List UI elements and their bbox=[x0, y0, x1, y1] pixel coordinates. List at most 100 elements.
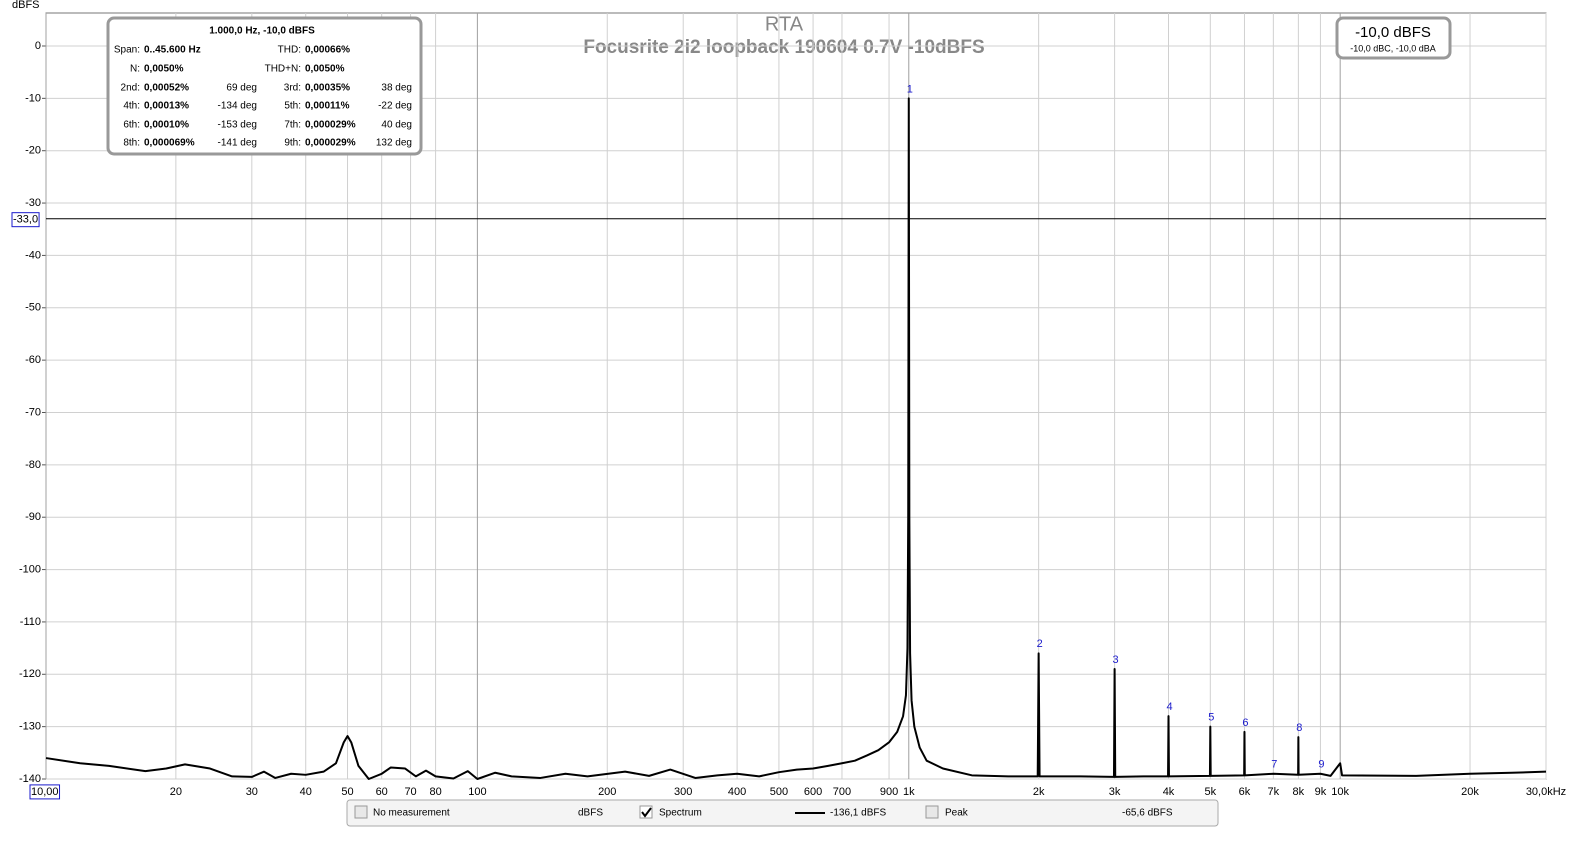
info-cell: -134 deg bbox=[218, 101, 257, 112]
info-cell: 0,00013% bbox=[144, 101, 189, 112]
x-tick-label: 700 bbox=[833, 786, 851, 798]
legend-bar bbox=[346, 799, 1219, 827]
info-cell: 0,00035% bbox=[305, 83, 350, 94]
y-tick-label: -70 bbox=[25, 406, 41, 418]
x-tick-label: 10k bbox=[1331, 786, 1349, 798]
x-tick-label: 7k bbox=[1268, 786, 1280, 798]
info-cell: N: bbox=[130, 64, 140, 75]
x-tick-label: 5k bbox=[1204, 786, 1216, 798]
harmonic-label: 2 bbox=[1037, 638, 1043, 650]
x-tick-label: 50 bbox=[341, 786, 353, 798]
x-tick-label: 900 bbox=[880, 786, 898, 798]
spectrum-checkbox[interactable] bbox=[639, 805, 653, 819]
peak-label: Peak bbox=[945, 808, 969, 819]
y-tick-label: -50 bbox=[25, 302, 41, 314]
legend-entry: Spectrum bbox=[659, 808, 702, 819]
x-tick-label: 100 bbox=[468, 786, 486, 798]
x-tick-label: 600 bbox=[804, 786, 822, 798]
chart-subtitle: Focusrite 2i2 loopback 190604 0.7V -10dB… bbox=[583, 37, 984, 58]
info-cell: -141 deg bbox=[218, 138, 257, 149]
y-tick-label: -20 bbox=[25, 145, 41, 157]
x-tick-label: 2k bbox=[1033, 786, 1045, 798]
x-tick-label: 200 bbox=[598, 786, 616, 798]
y-tick-label: 0 bbox=[35, 40, 41, 52]
info-cell: -153 deg bbox=[218, 120, 257, 131]
peak-checkbox[interactable] bbox=[925, 805, 939, 819]
info-cell: 8th: bbox=[123, 138, 140, 149]
x-cursor-box bbox=[29, 784, 61, 800]
spectrum-readout: -136,1 dBFS bbox=[830, 808, 886, 819]
y-tick-label: -30 bbox=[25, 197, 41, 209]
x-tick-label: 10,00 bbox=[31, 786, 59, 798]
harmonic-label: 1 bbox=[907, 83, 913, 95]
info-cell: 0,00052% bbox=[144, 83, 189, 94]
info-cell: 0,0050% bbox=[305, 64, 345, 75]
harmonic-label: 6 bbox=[1242, 717, 1248, 729]
info-cell: 4th: bbox=[123, 101, 140, 112]
cursor-label-box bbox=[11, 212, 40, 228]
x-tick-label: 20 bbox=[170, 786, 182, 798]
y-tick-label: -40 bbox=[25, 249, 41, 261]
info-header: 1.000,0 Hz, -10,0 dBFS bbox=[209, 26, 315, 37]
x-tick-label: 4k bbox=[1163, 786, 1175, 798]
spectrum-checkbox-tick bbox=[641, 807, 652, 818]
info-cell: 0,000069% bbox=[144, 138, 195, 149]
cursor-label: -33,0 bbox=[13, 214, 38, 226]
info-cell: 132 deg bbox=[376, 138, 412, 149]
info-cell: 0..45.600 Hz bbox=[144, 45, 201, 56]
info-cell: 40 deg bbox=[381, 120, 412, 131]
x-tick-label: 70 bbox=[404, 786, 416, 798]
no-measurement-label: No measurement bbox=[373, 808, 450, 819]
y-tick-label: -10 bbox=[25, 92, 41, 104]
info-cell: 3rd: bbox=[284, 83, 301, 94]
x-tick-label: 3k bbox=[1109, 786, 1121, 798]
info-cell: -22 deg bbox=[378, 101, 412, 112]
harmonic-label: 3 bbox=[1113, 654, 1119, 666]
info-cell: 6th: bbox=[123, 120, 140, 131]
unit-label: dBFS bbox=[578, 808, 603, 819]
x-tick-label: 80 bbox=[429, 786, 441, 798]
y-tick-label: -80 bbox=[25, 459, 41, 471]
y-tick-label: -120 bbox=[19, 668, 41, 680]
harmonic-label: 5 bbox=[1208, 712, 1214, 724]
x-tick-label: 20k bbox=[1461, 786, 1479, 798]
x-tick-label: 400 bbox=[728, 786, 746, 798]
y-tick-label: -90 bbox=[25, 511, 41, 523]
info-cell: 0,00066% bbox=[305, 45, 350, 56]
x-tick-label: 30 bbox=[246, 786, 258, 798]
harmonic-label: 7 bbox=[1271, 759, 1277, 771]
info-cell: 0,00010% bbox=[144, 120, 189, 131]
y-tick-label: -130 bbox=[19, 721, 41, 733]
x-tick-label: 9k bbox=[1315, 786, 1327, 798]
info-cell: 0,0050% bbox=[144, 64, 184, 75]
level-value: -10,0 dBFS bbox=[1355, 24, 1431, 41]
info-cell: 38 deg bbox=[381, 83, 412, 94]
info-cell: 9th: bbox=[284, 138, 301, 149]
level-detail: -10,0 dBC, -10,0 dBA bbox=[1350, 43, 1436, 53]
no-measurement-checkbox bbox=[354, 805, 368, 819]
harmonic-label: 9 bbox=[1318, 759, 1324, 771]
info-cell: 5th: bbox=[284, 101, 301, 112]
y-tick-label: -110 bbox=[20, 616, 41, 628]
x-tick-label: 6k bbox=[1239, 786, 1251, 798]
info-cell: THD+N: bbox=[265, 64, 301, 75]
x-tick-label: 60 bbox=[376, 786, 388, 798]
x-tick-label: 300 bbox=[674, 786, 692, 798]
y-axis-label: dBFS bbox=[12, 0, 40, 11]
level-box bbox=[1335, 16, 1452, 60]
info-box bbox=[106, 16, 423, 156]
x-tick-label: 8k bbox=[1293, 786, 1305, 798]
peak-readout: -65,6 dBFS bbox=[1122, 808, 1173, 819]
info-cell: 0,000029% bbox=[305, 138, 356, 149]
x-tick-label: 30,0kHz bbox=[1526, 786, 1566, 798]
harmonic-label: 8 bbox=[1296, 722, 1302, 734]
info-cell: 69 deg bbox=[226, 83, 257, 94]
y-tick-label: -60 bbox=[25, 354, 41, 366]
x-tick-label: 1k bbox=[903, 786, 915, 798]
x-tick-label: 40 bbox=[300, 786, 312, 798]
spectrum-line bbox=[45, 97, 1547, 780]
info-cell: 0,000029% bbox=[305, 120, 356, 131]
info-cell: THD: bbox=[278, 45, 301, 56]
